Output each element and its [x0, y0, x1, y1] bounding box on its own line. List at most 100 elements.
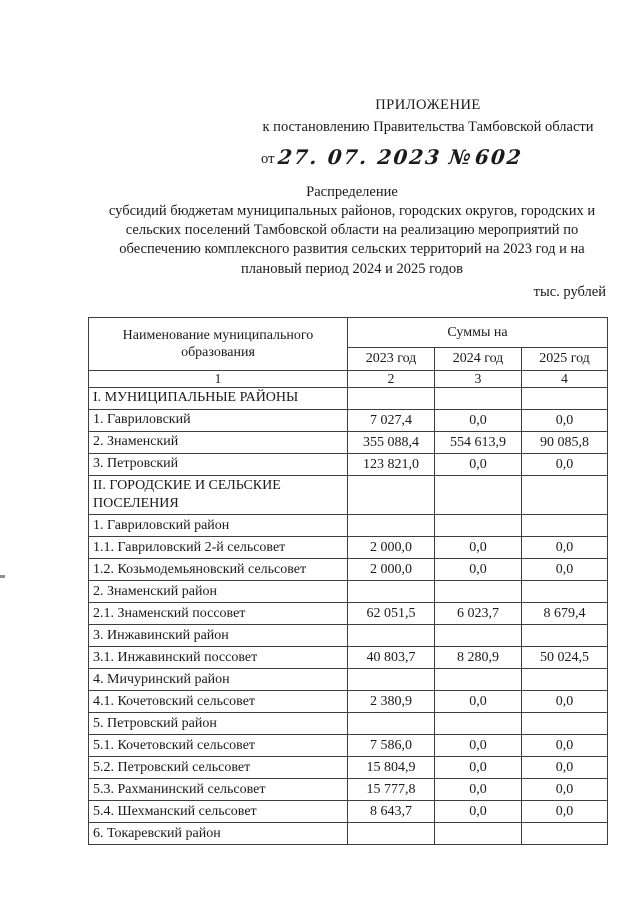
table-row: 2. Знаменский 355 088,4 554 613,9 90 085…: [88, 431, 608, 454]
table-row: 5.3. Рахманинский сельсовет 15 777,8 0,0…: [88, 778, 608, 802]
row-value-2024: [434, 822, 522, 846]
row-value-2025: 0,0: [521, 453, 608, 476]
row-value-2024: 554 613,9: [434, 431, 522, 454]
row-value-2025: 0,0: [521, 756, 608, 780]
row-name: 2.1. Знаменский поссовет: [88, 602, 348, 626]
table-row: 1.2. Козьмодемьяновский сельсовет 2 000,…: [88, 558, 608, 582]
row-name: 2. Знаменский: [88, 431, 348, 454]
table-row: 4. Мичуринский район: [88, 668, 608, 692]
document-title: Распределение субсидий бюджетам муниципа…: [95, 183, 609, 279]
row-name: 5.2. Петровский сельсовет: [88, 756, 348, 780]
row-value-2023: 7 586,0: [347, 734, 435, 758]
table-row: 1. Гавриловский 7 027,4 0,0 0,0: [88, 409, 608, 432]
year-header-2023: 2023 год: [347, 347, 435, 371]
row-value-2025: 90 085,8: [521, 431, 608, 454]
row-value-2025: 0,0: [521, 800, 608, 824]
table-row: 4.1. Кочетовский сельсовет 2 380,9 0,0 0…: [88, 690, 608, 714]
row-name: 1. Гавриловский: [88, 409, 348, 432]
row-value-2023: 123 821,0: [347, 453, 435, 476]
table-row: 5.4. Шехманский сельсовет 8 643,7 0,0 0,…: [88, 800, 608, 824]
table-header-row-1: Наименование муниципального образования …: [88, 317, 608, 371]
appendix-header: ПРИЛОЖЕНИЕ к постановлению Правительства…: [248, 94, 608, 172]
row-name: 3. Инжавинский район: [88, 624, 348, 648]
table-header-row-2: 2023 год 2024 год 2025 год: [89, 347, 608, 371]
row-name: 1.2. Козьмодемьяновский сельсовет: [88, 558, 348, 582]
table-row: II. ГОРОДСКИЕ И СЕЛЬСКИЕ ПОСЕЛЕНИЯ: [88, 474, 608, 516]
column-number-3: 3: [434, 370, 522, 388]
year-header-2025: 2025 год: [521, 347, 608, 371]
row-value-2024: [434, 387, 522, 410]
row-value-2024: 6 023,7: [434, 602, 522, 626]
table-row: I. МУНИЦИПАЛЬНЫЕ РАЙОНЫ: [88, 387, 608, 410]
row-name: 3. Петровский: [88, 453, 348, 476]
date-prefix: от: [261, 150, 275, 167]
table-row: 3. Инжавинский район: [88, 624, 608, 648]
row-value-2023: 15 804,9: [347, 756, 435, 780]
table-row: 2.1. Знаменский поссовет 62 051,5 6 023,…: [88, 602, 608, 626]
row-value-2025: [521, 624, 608, 648]
handwritten-number: 602: [474, 144, 525, 169]
row-name: 3.1. Инжавинский поссовет: [88, 646, 348, 670]
table-body: I. МУНИЦИПАЛЬНЫЕ РАЙОНЫ 1. Гавриловский …: [88, 387, 608, 846]
row-value-2025: 0,0: [521, 536, 608, 560]
row-value-2024: 0,0: [434, 734, 522, 758]
row-value-2023: [347, 668, 435, 692]
row-value-2025: [521, 580, 608, 604]
row-name: 2. Знаменский район: [88, 580, 348, 604]
row-value-2024: [434, 580, 522, 604]
row-value-2025: 50 024,5: [521, 646, 608, 670]
row-value-2025: [521, 712, 608, 736]
table-row: 5.1. Кочетовский сельсовет 7 586,0 0,0 0…: [88, 734, 608, 758]
table-row: 2. Знаменский район: [88, 580, 608, 604]
handwritten-date: 27. 07. 2023: [276, 144, 443, 169]
row-value-2023: 8 643,7: [347, 800, 435, 824]
row-value-2023: 355 088,4: [347, 431, 435, 454]
row-name: 5.4. Шехманский сельсовет: [88, 800, 348, 824]
column-number-2: 2: [347, 370, 435, 388]
table-row: 3.1. Инжавинский поссовет 40 803,7 8 280…: [88, 646, 608, 670]
row-name: 5.3. Рахманинский сельсовет: [88, 778, 348, 802]
row-name: 4.1. Кочетовский сельсовет: [88, 690, 348, 714]
row-value-2025: [521, 822, 608, 846]
appendix-to-line: к постановлению Правительства Тамбовской…: [262, 119, 594, 136]
row-value-2023: 7 027,4: [347, 409, 435, 432]
units-label: тыс. рублей: [533, 284, 606, 300]
row-value-2023: [347, 712, 435, 736]
row-value-2023: [347, 474, 435, 516]
table-row: 3. Петровский 123 821,0 0,0 0,0: [88, 453, 608, 476]
row-value-2025: 0,0: [521, 409, 608, 432]
row-name: 6. Токаревский район: [88, 822, 348, 846]
row-value-2024: 0,0: [434, 409, 522, 432]
row-name: 5. Петровский район: [88, 712, 348, 736]
row-value-2024: [434, 624, 522, 648]
row-value-2024: 8 280,9: [434, 646, 522, 670]
year-header-2024: 2024 год: [434, 347, 522, 371]
row-value-2025: 0,0: [521, 778, 608, 802]
title-line1: Распределение: [306, 184, 398, 200]
table-row: 1.1. Гавриловский 2-й сельсовет 2 000,0 …: [88, 536, 608, 560]
row-value-2025: [521, 668, 608, 692]
column-number-4: 4: [521, 370, 608, 388]
row-value-2023: [347, 514, 435, 538]
row-name: 5.1. Кочетовский сельсовет: [88, 734, 348, 758]
row-value-2024: 0,0: [434, 756, 522, 780]
row-name: 4. Мичуринский район: [88, 668, 348, 692]
row-value-2023: 62 051,5: [347, 602, 435, 626]
row-value-2023: 2 380,9: [347, 690, 435, 714]
table-row: 1. Гавриловский район: [88, 514, 608, 538]
subsidy-table: Наименование муниципального образования …: [88, 317, 608, 846]
title-body: субсидий бюджетам муниципальных районов,…: [108, 203, 596, 277]
table-row: 6. Токаревский район: [88, 822, 608, 846]
row-value-2023: 15 777,8: [347, 778, 435, 802]
sums-header: Суммы на: [347, 317, 608, 348]
row-value-2024: [434, 474, 522, 516]
table-row: 5. Петровский район: [88, 712, 608, 736]
row-value-2023: 2 000,0: [347, 536, 435, 560]
row-value-2025: 0,0: [521, 558, 608, 582]
row-value-2024: [434, 668, 522, 692]
row-value-2024: [434, 514, 522, 538]
column-number-row: 1 2 3 4: [88, 370, 608, 388]
row-value-2024: 0,0: [434, 800, 522, 824]
row-name: II. ГОРОДСКИЕ И СЕЛЬСКИЕ ПОСЕЛЕНИЯ: [88, 474, 348, 516]
